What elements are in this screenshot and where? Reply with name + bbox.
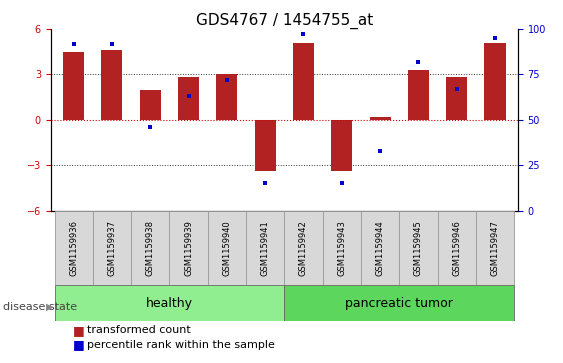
Point xyxy=(414,59,423,65)
Bar xyxy=(55,211,93,285)
Bar xyxy=(408,70,429,120)
Bar xyxy=(284,285,514,321)
Bar xyxy=(437,211,476,285)
Bar xyxy=(254,120,276,171)
Text: GSM1159939: GSM1159939 xyxy=(184,220,193,276)
Point xyxy=(69,41,78,46)
Text: GSM1159940: GSM1159940 xyxy=(222,220,231,276)
Bar xyxy=(246,211,284,285)
Text: GSM1159945: GSM1159945 xyxy=(414,220,423,276)
Point xyxy=(337,180,346,186)
Text: GSM1159943: GSM1159943 xyxy=(337,220,346,276)
Text: GSM1159946: GSM1159946 xyxy=(452,220,461,276)
Bar xyxy=(178,77,199,120)
Text: pancreatic tumor: pancreatic tumor xyxy=(345,297,453,310)
Bar xyxy=(208,211,246,285)
Text: percentile rank within the sample: percentile rank within the sample xyxy=(87,340,275,350)
Bar xyxy=(216,74,238,120)
Text: disease state: disease state xyxy=(3,302,77,312)
Title: GDS4767 / 1454755_at: GDS4767 / 1454755_at xyxy=(196,13,373,29)
Bar xyxy=(476,211,514,285)
Text: GSM1159941: GSM1159941 xyxy=(261,220,270,276)
Bar xyxy=(93,211,131,285)
Point xyxy=(261,180,270,186)
Bar xyxy=(446,77,467,120)
Bar xyxy=(361,211,399,285)
Point xyxy=(376,148,385,154)
Point xyxy=(490,35,499,41)
Bar xyxy=(484,43,506,120)
Text: GSM1159942: GSM1159942 xyxy=(299,220,308,276)
Text: ▶: ▶ xyxy=(46,302,53,312)
Text: transformed count: transformed count xyxy=(87,325,191,335)
Bar xyxy=(131,211,169,285)
Point xyxy=(452,86,461,92)
Bar xyxy=(369,117,391,120)
Bar xyxy=(284,211,323,285)
Bar xyxy=(293,43,314,120)
Point xyxy=(299,32,308,37)
Point xyxy=(108,41,117,46)
Bar xyxy=(399,211,437,285)
Bar xyxy=(55,285,284,321)
Bar xyxy=(63,52,84,120)
Bar xyxy=(101,50,123,120)
Text: GSM1159937: GSM1159937 xyxy=(108,220,117,276)
Point xyxy=(184,93,193,99)
Text: healthy: healthy xyxy=(146,297,193,310)
Point xyxy=(146,124,155,130)
Text: GSM1159936: GSM1159936 xyxy=(69,220,78,276)
Text: ■: ■ xyxy=(73,338,85,351)
Bar xyxy=(140,90,161,120)
Bar xyxy=(331,120,352,171)
Point xyxy=(222,77,231,83)
Text: GSM1159938: GSM1159938 xyxy=(146,220,155,276)
Bar xyxy=(323,211,361,285)
Text: ■: ■ xyxy=(73,324,85,337)
Bar xyxy=(169,211,208,285)
Text: GSM1159947: GSM1159947 xyxy=(490,220,499,276)
Text: GSM1159944: GSM1159944 xyxy=(376,220,385,276)
